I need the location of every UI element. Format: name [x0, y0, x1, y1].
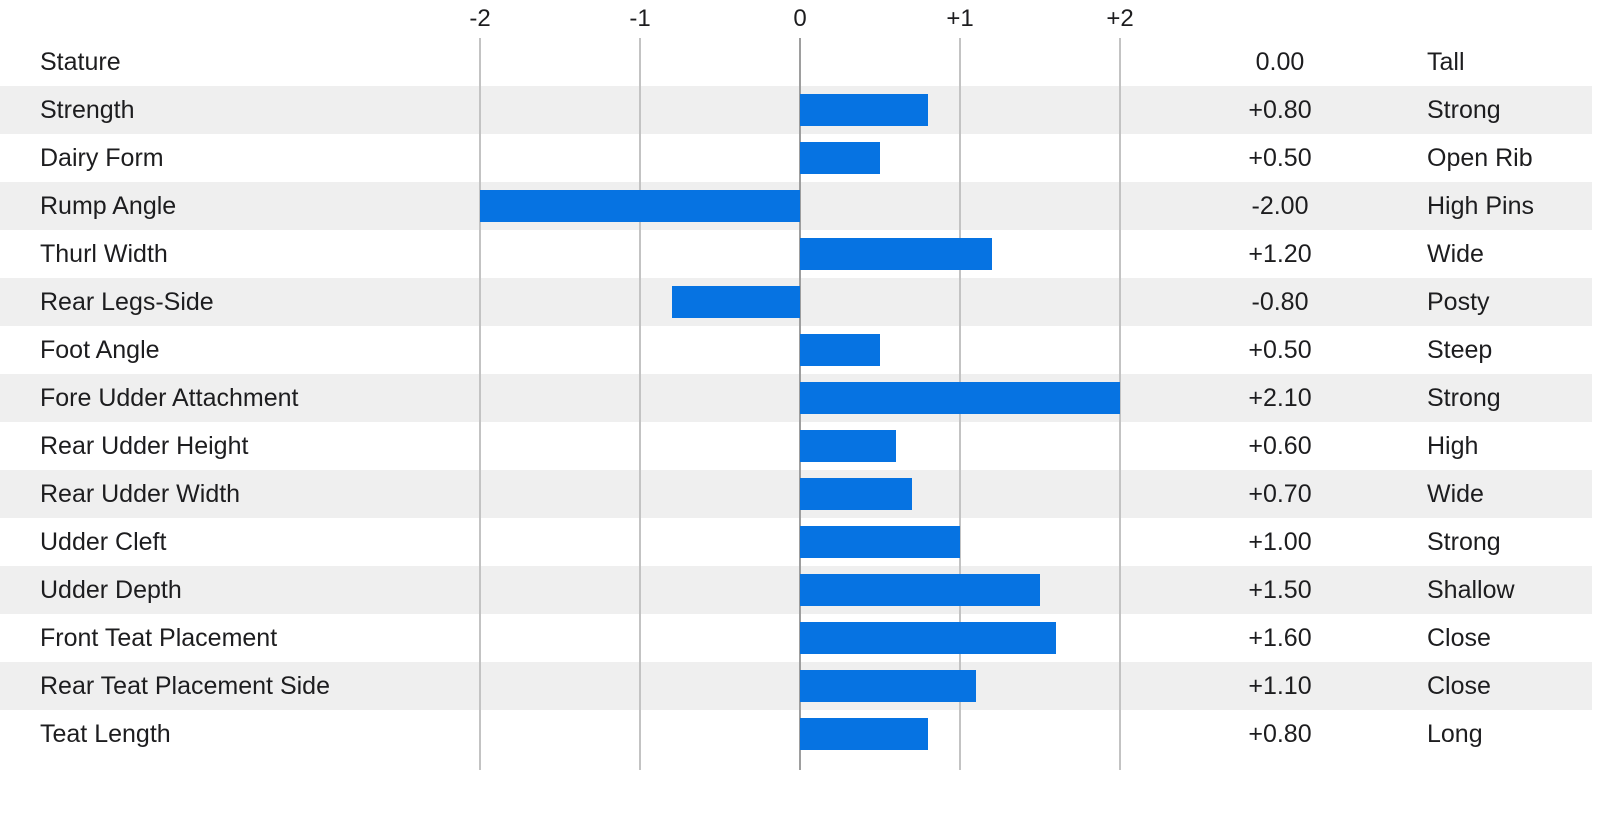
- trait-label: Rear Udder Height: [40, 432, 249, 460]
- sta-value: +1.60: [1248, 624, 1312, 652]
- table-row: Front Teat Placement +1.60 Close: [0, 614, 1592, 662]
- sta-value: 0.00: [1255, 48, 1305, 76]
- sta-value: -2.00: [1251, 192, 1309, 220]
- trait-label: Udder Cleft: [40, 528, 167, 556]
- sta-bar: [800, 334, 880, 366]
- axis-tick-label: +1: [946, 5, 974, 32]
- table-row: Fore Udder Attachment +2.10 Strong: [0, 374, 1592, 422]
- table-row: Udder Cleft +1.00 Strong: [0, 518, 1592, 566]
- sta-bar: [800, 382, 1120, 414]
- sta-bar: [480, 190, 800, 222]
- sta-bar: [800, 478, 912, 510]
- descriptor-label: Strong: [1427, 528, 1501, 556]
- sta-value: +0.50: [1248, 144, 1312, 172]
- trait-label: Udder Depth: [40, 576, 182, 604]
- table-row: Strength +0.80 Strong: [0, 86, 1592, 134]
- descriptor-label: Wide: [1427, 240, 1484, 268]
- trait-label: Foot Angle: [40, 336, 160, 364]
- trait-label: Teat Length: [40, 720, 171, 748]
- sta-value: +1.50: [1248, 576, 1312, 604]
- table-row: Rear Legs-Side -0.80 Posty: [0, 278, 1592, 326]
- axis-tick-label: +2: [1106, 5, 1134, 32]
- trait-label: Fore Udder Attachment: [40, 384, 299, 412]
- trait-label: Rear Teat Placement Side: [40, 672, 330, 700]
- descriptor-label: Open Rib: [1427, 144, 1533, 172]
- sta-bar: [800, 622, 1056, 654]
- table-row: Thurl Width +1.20 Wide: [0, 230, 1592, 278]
- table-row: Dairy Form +0.50 Open Rib: [0, 134, 1592, 182]
- axis-tick-label: -1: [629, 5, 651, 32]
- table-row: Rump Angle -2.00 High Pins: [0, 182, 1592, 230]
- table-row: Rear Udder Height +0.60 High: [0, 422, 1592, 470]
- trait-label: Rump Angle: [40, 192, 177, 220]
- axis-tick-label: 0: [793, 5, 807, 32]
- descriptor-label: High: [1427, 432, 1479, 460]
- sta-value: +0.70: [1248, 480, 1312, 508]
- sta-bar: [800, 142, 880, 174]
- table-row: Rear Teat Placement Side +1.10 Close: [0, 662, 1592, 710]
- trait-label: Strength: [40, 96, 135, 124]
- sta-value: +1.20: [1248, 240, 1312, 268]
- sta-value: +1.00: [1248, 528, 1312, 556]
- gridline: [1119, 38, 1121, 770]
- table-row: Udder Depth +1.50 Shallow: [0, 566, 1592, 614]
- sta-value: +2.10: [1248, 384, 1312, 412]
- sta-value: +0.60: [1248, 432, 1312, 460]
- sta-bar: [800, 94, 928, 126]
- descriptor-label: Steep: [1427, 336, 1493, 364]
- gridline: [479, 38, 481, 770]
- descriptor-label: Tall: [1427, 48, 1465, 76]
- descriptor-label: Wide: [1427, 480, 1484, 508]
- descriptor-label: Close: [1427, 624, 1491, 652]
- table-row: Rear Udder Width +0.70 Wide: [0, 470, 1592, 518]
- sta-value: +0.80: [1248, 720, 1312, 748]
- trait-label: Rear Udder Width: [40, 480, 241, 508]
- sta-bar: [800, 718, 928, 750]
- table-row: Stature 0.00 Tall: [0, 38, 1592, 86]
- trait-label: Stature: [40, 48, 121, 76]
- sta-bar: [800, 238, 992, 270]
- descriptor-label: Close: [1427, 672, 1491, 700]
- axis-tick-label: -2: [469, 5, 491, 32]
- trait-label: Dairy Form: [40, 144, 164, 172]
- trait-label: Front Teat Placement: [40, 624, 278, 652]
- descriptor-label: Posty: [1427, 288, 1490, 316]
- table-row: Foot Angle +0.50 Steep: [0, 326, 1592, 374]
- sta-bar: [800, 670, 976, 702]
- descriptor-label: High Pins: [1427, 192, 1534, 220]
- sta-bar: [800, 430, 896, 462]
- table-row: Teat Length +0.80 Long: [0, 710, 1592, 758]
- sta-value: +1.10: [1248, 672, 1312, 700]
- trait-label: Rear Legs-Side: [40, 288, 214, 316]
- sta-bar: [672, 286, 800, 318]
- sta-value: +0.80: [1248, 96, 1312, 124]
- sta-value: +0.50: [1248, 336, 1312, 364]
- descriptor-label: Strong: [1427, 96, 1501, 124]
- sta-bar: [800, 574, 1040, 606]
- descriptor-label: Shallow: [1427, 576, 1515, 604]
- descriptor-label: Long: [1427, 720, 1483, 748]
- trait-label: Thurl Width: [40, 240, 168, 268]
- descriptor-label: Strong: [1427, 384, 1501, 412]
- x-axis: -2 -1 0 +1 +2: [0, 0, 1600, 38]
- sta-bar: [800, 526, 960, 558]
- gridline: [639, 38, 641, 770]
- sta-value: -0.80: [1251, 288, 1309, 316]
